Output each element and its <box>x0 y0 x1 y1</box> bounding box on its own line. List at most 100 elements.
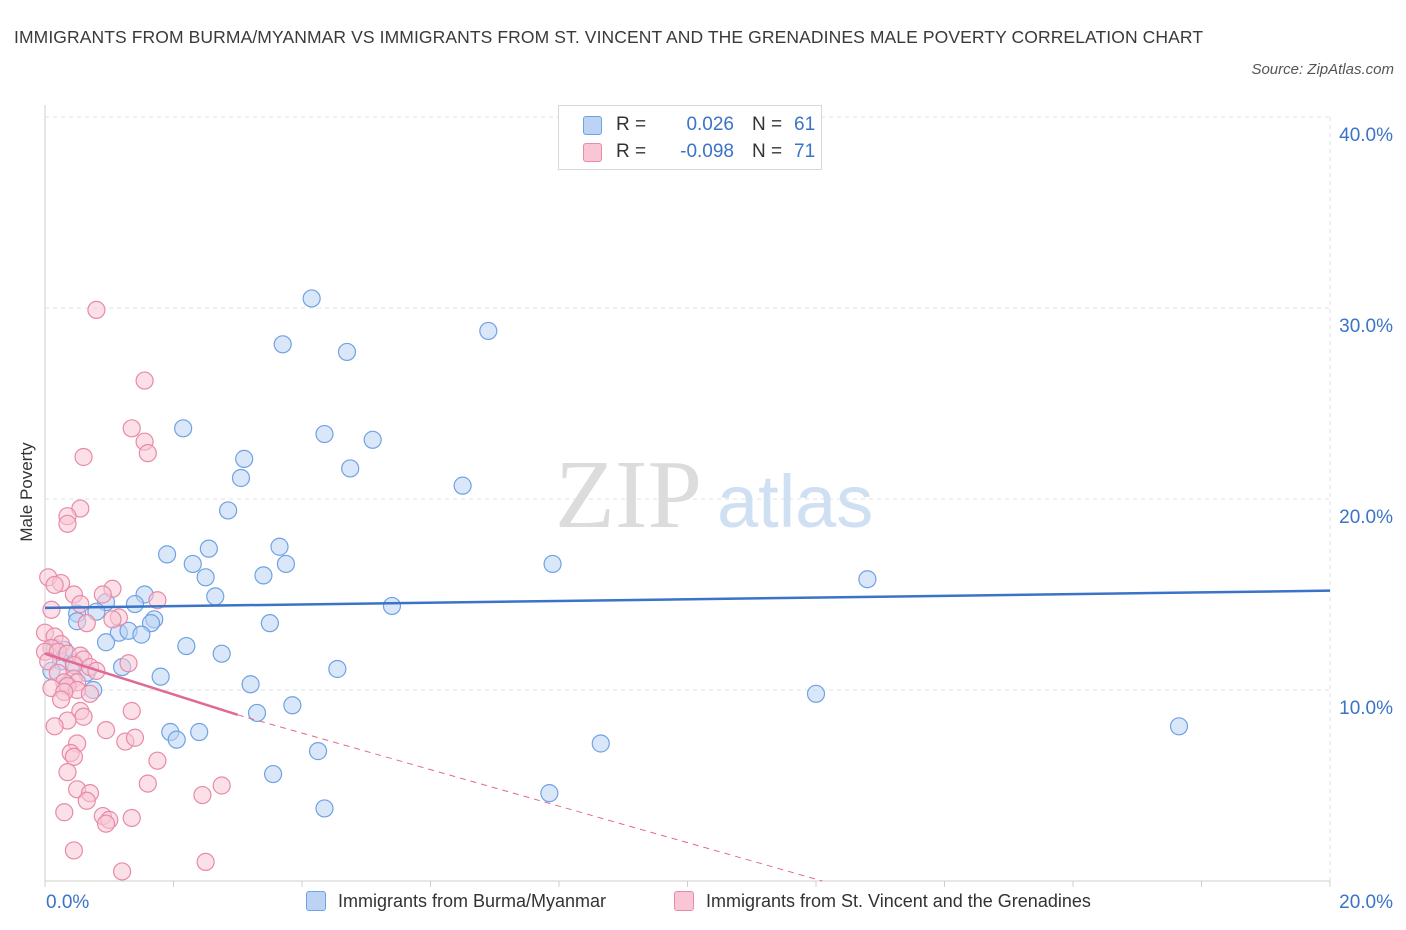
data-point <box>148 751 167 770</box>
data-point <box>58 763 77 782</box>
data-point <box>206 587 225 606</box>
chart-source: Source: ZipAtlas.com <box>1251 61 1394 78</box>
bottom-legend-swatch-burma <box>306 891 326 911</box>
data-point <box>132 625 151 644</box>
data-point <box>157 545 177 564</box>
data-point <box>87 300 106 320</box>
bottom-legend-stvincent: Immigrants from St. Vincent and the Gren… <box>674 888 1091 914</box>
data-point <box>263 764 283 784</box>
data-point <box>183 554 202 574</box>
data-point <box>337 342 357 362</box>
chart-title: IMMIGRANTS FROM BURMA/MYANMAR VS IMMIGRA… <box>14 27 1204 47</box>
data-point <box>453 476 472 495</box>
watermark-atlas: atlas <box>717 460 873 543</box>
legend-swatch-stvincent <box>583 142 602 162</box>
data-point <box>241 675 260 694</box>
trend-lines <box>44 589 1331 882</box>
legend-row-stvincent: R = -0.098 N = 71 <box>583 140 815 164</box>
data-point <box>151 667 170 686</box>
data-point <box>196 852 215 872</box>
data-point <box>273 335 292 354</box>
data-point <box>341 459 360 478</box>
data-point <box>174 419 193 438</box>
data-point <box>80 684 100 703</box>
data-point <box>77 791 96 810</box>
data-point <box>119 654 138 673</box>
data-point <box>382 596 402 616</box>
data-point <box>77 614 96 633</box>
legend-n-value: 71 <box>794 141 816 162</box>
data-point <box>64 841 84 860</box>
legend-n-value: 61 <box>794 114 816 135</box>
data-point <box>138 774 157 793</box>
data-point <box>71 594 90 614</box>
data-point <box>212 644 231 663</box>
data-point <box>135 371 154 390</box>
data-point <box>125 728 145 747</box>
data-point <box>219 501 238 520</box>
legend-r-value: 0.026 <box>686 114 734 135</box>
data-point <box>543 554 562 574</box>
data-point <box>96 633 116 652</box>
data-point <box>93 585 112 604</box>
legend-r-label: R = <box>616 141 647 162</box>
data-point <box>96 814 116 833</box>
data-point <box>42 600 61 619</box>
legend-n-label: N = <box>752 141 783 162</box>
legend-n-label: N = <box>752 114 783 135</box>
data-point <box>858 570 877 589</box>
data-point <box>190 722 209 742</box>
tick-labels: 10.0% 20.0% 30.0% 40.0% 0.0% 20.0% <box>46 125 1393 913</box>
data-point <box>231 468 251 488</box>
x-tick-label: 0.0% <box>46 892 89 913</box>
data-point <box>193 785 212 805</box>
data-point <box>45 717 64 736</box>
data-point <box>302 289 321 308</box>
bottom-legend-swatch-stvincent <box>674 891 694 911</box>
data-point <box>235 449 254 468</box>
data-point <box>45 575 64 595</box>
bottom-legend-burma: Immigrants from Burma/Myanmar <box>306 888 606 914</box>
data-point <box>122 808 141 828</box>
legend-row-burma: R = 0.026 N = 61 <box>583 113 815 137</box>
data-point <box>125 594 145 614</box>
y-tick-label: 10.0% <box>1339 698 1393 719</box>
bottom-legend-label-burma: Immigrants from Burma/Myanmar <box>338 890 607 911</box>
data-point <box>51 690 71 709</box>
data-point <box>591 734 610 753</box>
data-point <box>212 776 231 795</box>
data-point <box>315 799 334 818</box>
trend-line <box>44 652 239 717</box>
data-point <box>112 862 132 881</box>
legend-swatch-burma <box>583 115 602 135</box>
data-point <box>138 444 157 463</box>
data-point <box>74 447 93 467</box>
legend-r-label: R = <box>616 114 647 135</box>
bottom-legend-label-stvincent: Immigrants from St. Vincent and the Gren… <box>706 890 1091 911</box>
watermark-zip: ZIP <box>555 441 702 549</box>
data-point <box>283 696 302 715</box>
data-point <box>122 419 141 438</box>
data-point <box>328 659 347 679</box>
data-point <box>167 730 186 749</box>
y-tick-label: 20.0% <box>1339 507 1393 528</box>
data-points <box>35 289 1189 881</box>
stats-legend: R = 0.026 N = 61 R = -0.098 N = 71 <box>558 105 822 170</box>
y-tick-label: 40.0% <box>1339 125 1393 146</box>
data-point <box>148 591 167 610</box>
data-point <box>177 636 196 656</box>
data-point <box>196 568 215 587</box>
data-point <box>806 684 826 703</box>
legend-r-value: -0.098 <box>680 141 734 162</box>
data-point <box>308 742 328 761</box>
trend-line-extension <box>237 714 823 882</box>
data-point <box>199 539 218 558</box>
data-point <box>270 537 289 556</box>
watermark: ZIP atlas <box>555 441 873 549</box>
data-point <box>540 784 559 803</box>
data-point <box>122 701 141 721</box>
axes <box>44 105 1331 887</box>
data-point <box>74 707 93 726</box>
data-point <box>55 803 74 822</box>
